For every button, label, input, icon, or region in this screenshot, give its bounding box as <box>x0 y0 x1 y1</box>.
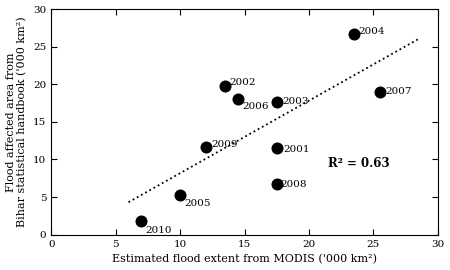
Text: 2007: 2007 <box>385 87 411 96</box>
X-axis label: Estimated flood extent from MODIS ('000 km²): Estimated flood extent from MODIS ('000 … <box>112 254 377 264</box>
Text: 2005: 2005 <box>184 199 211 208</box>
Point <box>138 219 145 223</box>
Text: 2008: 2008 <box>281 180 307 189</box>
Text: 2002: 2002 <box>229 77 256 86</box>
Text: 2001: 2001 <box>283 145 310 154</box>
Point <box>176 193 184 197</box>
Point <box>273 99 280 104</box>
Point <box>273 146 280 150</box>
Text: 2006: 2006 <box>242 102 269 111</box>
Point <box>351 32 358 36</box>
Text: 2009: 2009 <box>211 140 238 149</box>
Point <box>376 90 383 94</box>
Point <box>234 97 242 102</box>
Text: R² = 0.63: R² = 0.63 <box>328 157 390 170</box>
Text: 2004: 2004 <box>358 27 384 36</box>
Text: 2010: 2010 <box>145 226 172 235</box>
Point <box>202 144 209 149</box>
Y-axis label: Flood affected area from
Bihar statistical handbook ('000 km²): Flood affected area from Bihar statistic… <box>5 16 27 227</box>
Text: 2003: 2003 <box>282 97 308 106</box>
Point <box>221 84 229 88</box>
Point <box>273 182 280 187</box>
